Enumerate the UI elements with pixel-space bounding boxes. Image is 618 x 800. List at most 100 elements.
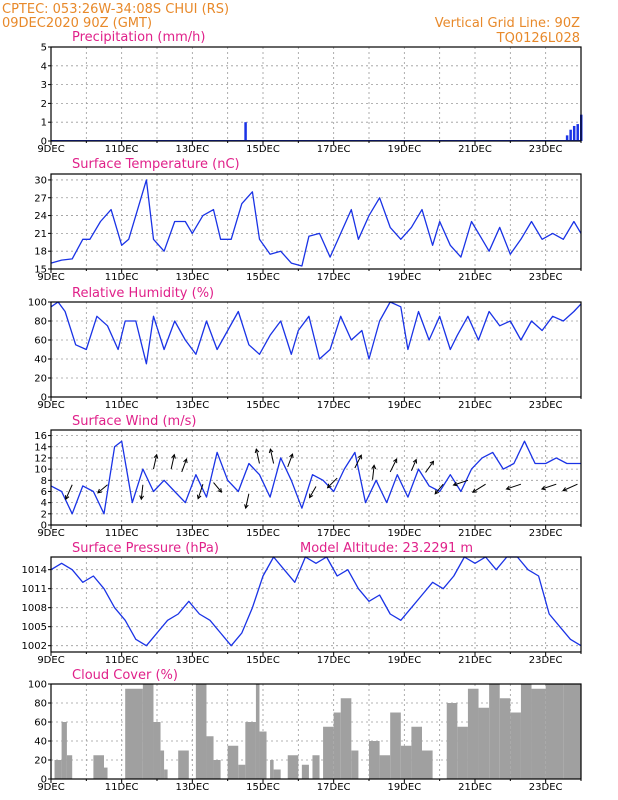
- temp-frame: [50, 173, 582, 270]
- rh-ytick-label: 20: [34, 374, 47, 385]
- pres-xtick-label: 15DEC: [246, 655, 280, 666]
- cloud-bar: [411, 726, 422, 779]
- wind-xtick-label: 11DEC: [105, 528, 139, 539]
- wind-arrow: [255, 449, 260, 464]
- cloud-ytick-label: 60: [34, 718, 47, 729]
- precip-xtick-label: 11DEC: [105, 144, 139, 155]
- cloud-bar: [400, 745, 412, 779]
- wind-ytick-label: 12: [34, 453, 47, 464]
- rh-xtick-label: 23DEC: [529, 400, 563, 411]
- cloud-bar: [255, 684, 260, 779]
- cloud-bar: [333, 712, 341, 779]
- cloud-bar: [545, 684, 564, 779]
- wind-arrow-head: [434, 489, 440, 495]
- temp-ytick-label: 24: [34, 211, 47, 222]
- cloud-bar: [301, 764, 309, 779]
- wind-arrow-head: [254, 448, 260, 454]
- cloud-bar: [164, 769, 168, 779]
- rh-ytick-label: 100: [28, 298, 47, 309]
- rh-ytick-label: 0: [41, 393, 47, 404]
- pres-ytick-label: 1011: [22, 584, 47, 595]
- wind-arrow-head: [268, 448, 274, 454]
- wind-arrow-head: [153, 453, 159, 459]
- wind-arrow-head: [505, 485, 511, 491]
- pres-xtick-label: 11DEC: [105, 655, 139, 666]
- wind-arrow-head: [412, 458, 418, 464]
- rh-xtick-label: 21DEC: [458, 400, 492, 411]
- pres-frame: [50, 556, 582, 653]
- wind-arrow: [65, 484, 73, 500]
- cloud-xtick-label: 11DEC: [105, 782, 139, 793]
- wind-arrow-head: [309, 493, 314, 499]
- wind-ytick-label: 0: [41, 521, 47, 532]
- cloud-bar: [446, 703, 458, 779]
- precip-title: Precipitation (mm/h): [72, 30, 205, 45]
- cloud-bar: [390, 712, 401, 779]
- rh-xtick-label: 9DEC: [37, 400, 64, 411]
- cloud-bar: [195, 684, 207, 779]
- wind-arrow-head: [97, 488, 102, 494]
- wind-arrow-head: [471, 488, 477, 493]
- temp-ytick-label: 30: [34, 175, 47, 186]
- temp-xtick-label: 9DEC: [37, 272, 64, 283]
- wind-arrow-head: [393, 458, 398, 464]
- cloud-bar: [312, 755, 320, 779]
- pres-xtick-label: 17DEC: [317, 655, 351, 666]
- wind-arrow: [140, 484, 144, 500]
- wind-ytick-label: 6: [41, 487, 47, 498]
- wind-xtick-label: 21DEC: [458, 528, 492, 539]
- cloud-bar: [54, 760, 62, 779]
- precip-xtick-label: 19DEC: [387, 144, 421, 155]
- pres-xtick-label: 19DEC: [387, 655, 421, 666]
- cloud-xtick-label: 21DEC: [458, 782, 492, 793]
- cloud-bar: [510, 712, 521, 779]
- precip-xtick-label: 13DEC: [175, 144, 209, 155]
- temp-xtick-label: 13DEC: [175, 272, 209, 283]
- wind-arrow: [389, 458, 398, 473]
- cloud-bar: [467, 688, 479, 779]
- precip-bar: [244, 122, 247, 141]
- cloud-bar: [489, 684, 500, 779]
- pres-series-line: [50, 556, 582, 647]
- wind-arrow-head: [371, 464, 377, 470]
- wind-arrow: [327, 477, 338, 489]
- rh-xtick-label: 19DEC: [387, 400, 421, 411]
- cloud-ytick-label: 40: [34, 737, 47, 748]
- wind-arrow-head: [139, 495, 145, 501]
- wind-arrow: [410, 459, 417, 471]
- wind-arrow: [541, 483, 557, 490]
- temp-ytick-label: 21: [34, 229, 47, 240]
- wind-ytick-label: 4: [41, 498, 47, 509]
- wind-arrow: [170, 454, 175, 470]
- wind-arrow-head: [357, 454, 362, 460]
- rh-title: Relative Humidity (%): [72, 286, 214, 301]
- wind-title: Surface Wind (m/s): [72, 414, 196, 429]
- cloud-bar: [323, 726, 334, 779]
- cloud-bar: [422, 750, 433, 779]
- cloud-bar: [178, 750, 189, 779]
- cloud-xtick-label: 15DEC: [246, 782, 280, 793]
- wind-arrow: [97, 484, 108, 494]
- pres-ytick-label: 1008: [22, 603, 47, 614]
- wind-arrow: [181, 458, 188, 473]
- rh-frame: [50, 301, 582, 398]
- wind-ytick-label: 2: [41, 509, 47, 520]
- precip-ytick-label: 4: [41, 61, 47, 72]
- cloud-ytick-label: 80: [34, 699, 47, 710]
- temp-title: Surface Temperature (nC): [72, 157, 240, 172]
- cloud-bar: [270, 760, 274, 779]
- wind-arrow: [562, 483, 578, 492]
- cloud-bar: [227, 745, 239, 779]
- cloud-xtick-label: 9DEC: [37, 782, 64, 793]
- cloud-bar: [259, 731, 267, 779]
- precip-xtick-label: 17DEC: [317, 144, 351, 155]
- temp-xtick-label: 17DEC: [317, 272, 351, 283]
- precip-xtick-label: 21DEC: [458, 144, 492, 155]
- pres-xtick-label: 23DEC: [529, 655, 563, 666]
- wind-frame: [50, 429, 582, 526]
- rh-ytick-label: 80: [34, 317, 47, 328]
- temp-panel: 15 18 21 24 27 30 9DEC 11DEC 13DEC 15DEC 17DEC 19DE…: [34, 173, 582, 283]
- wind-xtick-label: 17DEC: [317, 528, 351, 539]
